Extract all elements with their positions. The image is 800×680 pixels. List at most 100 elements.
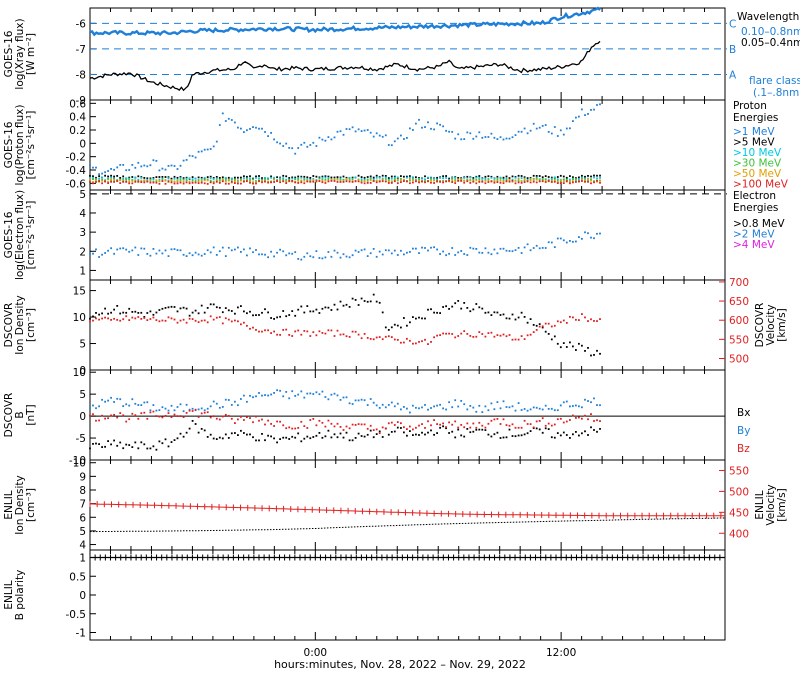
point-proton-4-99 (387, 180, 390, 183)
point-dscovr_b-1-83 (339, 399, 342, 401)
point-proton-2-143 (520, 177, 523, 179)
point-electron-1-98 (384, 249, 387, 252)
point-proton-0-134 (493, 136, 496, 139)
point-electron-1-74 (312, 256, 315, 259)
point-proton-3-26 (167, 179, 170, 182)
point-dscovr_density-0-105 (406, 324, 408, 327)
point-dscovr_b-1-67 (291, 390, 294, 393)
point-electron-1-89 (357, 251, 360, 253)
point-dscovr_density-0-115 (436, 311, 438, 314)
point-proton-0-155 (556, 135, 559, 137)
legend-proton-4: >50 MeV (733, 168, 782, 180)
point-electron-1-119 (448, 252, 450, 255)
point-dscovr_density-1-9 (116, 319, 119, 321)
point-proton-0-90 (360, 130, 363, 132)
point-dscovr_b-1-54 (252, 396, 254, 399)
point-electron-1-21 (152, 248, 155, 250)
point-proton-0-55 (255, 126, 257, 129)
point-dscovr_density-0-94 (372, 293, 375, 296)
point-dscovr_b-0-132 (487, 433, 490, 436)
flare-class-label-B: B (729, 44, 736, 56)
point-electron-1-161 (575, 240, 577, 243)
point-dscovr_density-0-126 (469, 310, 472, 313)
point-dscovr_density-1-130 (481, 333, 484, 335)
point-dscovr_density-0-162 (578, 342, 580, 345)
point-dscovr_b-2-12 (125, 420, 128, 423)
point-dscovr_b-0-110 (421, 431, 423, 434)
point-dscovr_b-1-0 (89, 406, 91, 409)
point-dscovr_b-1-78 (324, 396, 327, 398)
point-proton-4-1 (92, 181, 94, 183)
point-dscovr_density-1-8 (113, 317, 115, 320)
point-dscovr_density-0-33 (188, 314, 191, 317)
point-proton-3-157 (562, 178, 565, 181)
point-proton-5-86 (348, 180, 351, 183)
point-proton-3-144 (523, 179, 526, 182)
point-dscovr_density-0-169 (599, 352, 601, 355)
point-dscovr_density-0-149 (538, 323, 541, 325)
point-proton-1-75 (315, 175, 318, 178)
point-proton-0-168 (596, 104, 598, 106)
xtick-label-1: 12:00 (546, 647, 576, 659)
point-proton-5-160 (572, 181, 574, 184)
point-dscovr_b-2-112 (427, 420, 429, 423)
point-dscovr_density-1-48 (234, 319, 236, 322)
point-electron-1-100 (390, 252, 393, 255)
point-dscovr_b-0-35 (194, 423, 197, 425)
point-dscovr_b-2-159 (569, 419, 571, 421)
point-dscovr_b-2-164 (584, 414, 586, 417)
point-proton-0-157 (562, 133, 565, 136)
point-dscovr_density-1-62 (276, 333, 278, 336)
series-enlil_density-1 (90, 503, 725, 517)
point-electron-1-38 (203, 253, 206, 255)
point-dscovr_density-0-35 (194, 309, 197, 312)
point-proton-5-134 (493, 181, 496, 184)
point-electron-1-49 (237, 246, 239, 249)
point-proton-1-19 (146, 177, 149, 180)
point-electron-1-70 (300, 258, 303, 261)
point-dscovr_density-0-82 (336, 308, 339, 311)
point-proton-5-159 (569, 182, 571, 185)
point-proton-0-57 (261, 127, 263, 130)
point-dscovr_b-1-91 (363, 399, 366, 402)
point-proton-3-54 (252, 178, 254, 181)
point-proton-3-45 (224, 179, 227, 182)
point-electron-1-27 (170, 248, 173, 251)
point-proton-1-52 (246, 175, 248, 178)
point-dscovr_b-2-0 (89, 414, 91, 417)
point-proton-3-153 (550, 179, 553, 181)
point-proton-0-144 (523, 127, 526, 130)
point-dscovr_b-0-2 (95, 442, 97, 445)
point-dscovr_density-1-66 (288, 334, 291, 336)
point-proton-2-167 (593, 176, 595, 179)
point-dscovr_density-0-7 (110, 311, 112, 314)
point-proton-0-36 (197, 150, 200, 153)
point-electron-1-142 (517, 247, 520, 249)
point-proton-0-64 (282, 145, 285, 147)
point-proton-1-3 (98, 175, 100, 178)
point-dscovr_density-1-73 (309, 335, 312, 337)
point-dscovr_b-1-39 (206, 407, 209, 410)
point-proton-2-100 (390, 177, 393, 180)
point-proton-0-45 (224, 120, 227, 122)
point-proton-0-1 (92, 166, 94, 169)
point-dscovr_b-2-58 (264, 423, 266, 426)
point-proton-0-42 (215, 140, 218, 143)
point-proton-3-66 (288, 178, 291, 181)
point-dscovr_b-0-94 (372, 436, 375, 439)
point-dscovr_b-2-32 (185, 412, 188, 414)
point-dscovr_b-1-100 (390, 401, 393, 404)
point-dscovr_b-2-165 (587, 418, 589, 421)
legend-xray-1: 0.05–0.4nm (741, 37, 800, 49)
point-dscovr_b-0-131 (484, 429, 487, 431)
point-dscovr_density-0-56 (258, 314, 260, 316)
point-dscovr_density-1-100 (390, 336, 393, 338)
point-proton-5-96 (378, 180, 381, 183)
point-proton-2-49 (237, 179, 239, 182)
point-proton-0-19 (146, 165, 149, 168)
point-electron-1-163 (581, 237, 583, 240)
point-dscovr_b-2-168 (596, 419, 598, 422)
legend-title-proton-1: Energies (733, 112, 778, 124)
point-proton-0-58 (264, 131, 266, 133)
point-proton-2-65 (285, 178, 288, 181)
